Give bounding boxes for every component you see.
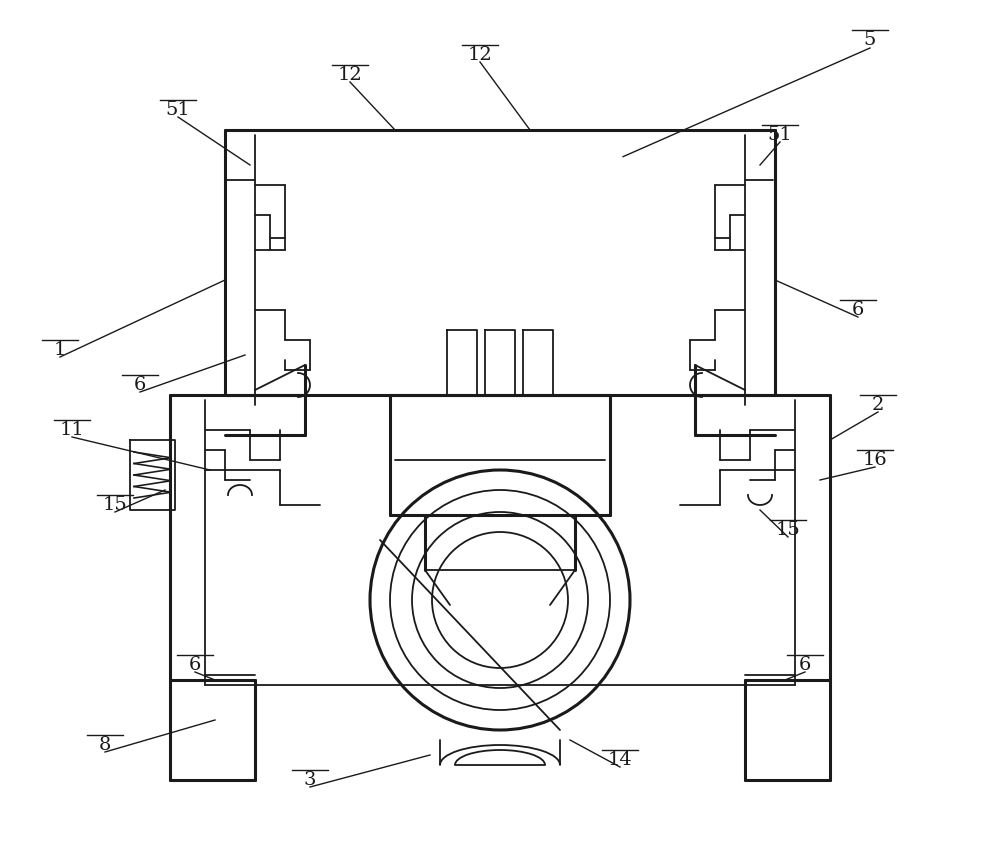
- Text: 51: 51: [768, 126, 792, 144]
- Text: 51: 51: [166, 101, 190, 119]
- Text: 5: 5: [864, 31, 876, 49]
- Text: 16: 16: [863, 451, 887, 469]
- Text: 6: 6: [134, 376, 146, 394]
- Text: 12: 12: [338, 66, 362, 84]
- Text: 14: 14: [608, 751, 632, 769]
- Text: 6: 6: [799, 656, 811, 674]
- Text: 15: 15: [103, 496, 127, 514]
- Text: 6: 6: [852, 301, 864, 319]
- Text: 15: 15: [776, 521, 800, 539]
- Text: 1: 1: [54, 341, 66, 359]
- Text: 8: 8: [99, 736, 111, 754]
- Text: 3: 3: [304, 771, 316, 789]
- Text: 12: 12: [468, 46, 492, 64]
- Text: 2: 2: [872, 396, 884, 414]
- Text: 6: 6: [189, 656, 201, 674]
- Text: 11: 11: [60, 421, 84, 439]
